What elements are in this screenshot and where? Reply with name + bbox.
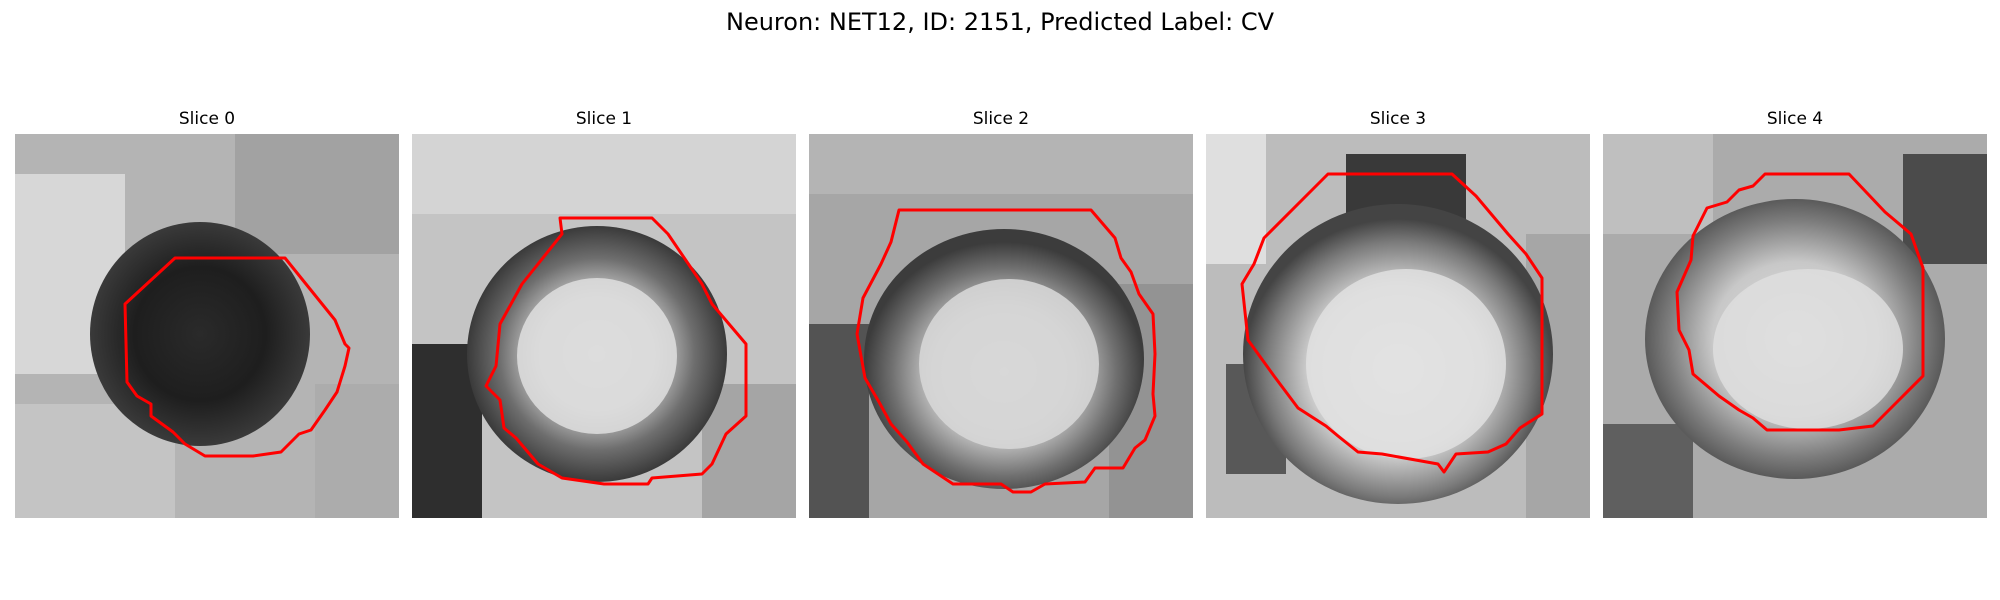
slice-panel-0: Slice 0: [15, 108, 399, 518]
slice-image-2: [809, 134, 1193, 518]
slice-title-3: Slice 3: [1369, 109, 1427, 129]
roi-contour-3: [1240, 172, 1544, 474]
slice-image-3: [1206, 134, 1590, 518]
slice-title-0: Slice 0: [178, 109, 236, 129]
roi-contour-4: [1675, 172, 1925, 432]
slice-panel-2: Slice 2: [809, 108, 1193, 518]
roi-contour-1: [484, 216, 748, 486]
figure-title: Neuron: NET12, ID: 2151, Predicted Label…: [726, 8, 1274, 36]
slice-title-4: Slice 4: [1766, 109, 1824, 129]
slice-panel-1: Slice 1: [412, 108, 796, 518]
roi-contour-2: [855, 208, 1157, 494]
slice-title-2: Slice 2: [972, 109, 1030, 129]
slice-image-1: [412, 134, 796, 518]
roi-contour-0: [123, 256, 351, 458]
slice-title-1: Slice 1: [575, 109, 633, 129]
slice-panel-4: Slice 4: [1603, 108, 1987, 518]
slice-panel-3: Slice 3: [1206, 108, 1590, 518]
slice-image-4: [1603, 134, 1987, 518]
slice-image-0: [15, 134, 399, 518]
